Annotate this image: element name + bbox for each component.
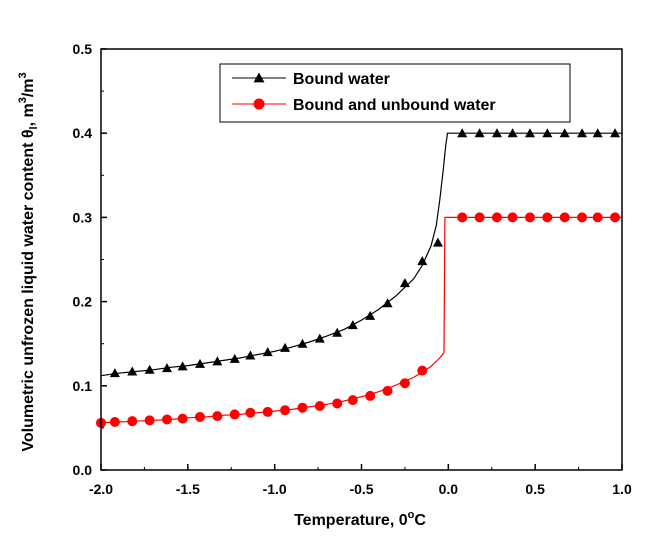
data-point-bound-water bbox=[109, 368, 120, 378]
data-point-bound-and-unbound-water bbox=[332, 398, 343, 409]
data-point-bound-and-unbound-water bbox=[559, 212, 570, 223]
data-point-bound-and-unbound-water bbox=[610, 212, 621, 223]
data-point-bound-water bbox=[194, 358, 205, 368]
series-layer bbox=[96, 128, 622, 428]
y-axis-title-sup2: 3 bbox=[17, 72, 29, 78]
y-axis-title-sep: , m bbox=[20, 103, 37, 126]
legend-marker-bound-water bbox=[253, 72, 265, 83]
data-point-bound-water bbox=[542, 128, 553, 138]
data-point-bound-and-unbound-water bbox=[229, 409, 240, 420]
x-tick-label: -1.0 bbox=[263, 481, 287, 497]
data-point-bound-and-unbound-water bbox=[592, 212, 603, 223]
y-axis-title-sup1: 3 bbox=[17, 97, 29, 103]
data-point-bound-and-unbound-water bbox=[399, 378, 410, 389]
y-tick-label: 0.1 bbox=[73, 378, 93, 394]
y-axis-ticks: 0.0 0.1 0.2 0.3 0.4 0.5 bbox=[73, 41, 107, 478]
data-point-bound-water bbox=[399, 278, 410, 288]
x-tick-label: 0.5 bbox=[525, 481, 545, 497]
data-point-bound-and-unbound-water bbox=[262, 406, 273, 417]
data-point-bound-water bbox=[491, 128, 502, 138]
legend-label-bound-unbound-water: Bound and unbound water bbox=[293, 97, 496, 114]
data-point-bound-water bbox=[524, 128, 535, 138]
data-point-bound-water bbox=[610, 128, 621, 138]
y-tick-label: 0.0 bbox=[73, 462, 93, 478]
x-axis-title-unit: C bbox=[414, 512, 426, 529]
data-point-bound-and-unbound-water bbox=[347, 395, 358, 406]
data-point-bound-water bbox=[592, 128, 603, 138]
data-point-bound-and-unbound-water bbox=[144, 415, 155, 426]
data-point-bound-and-unbound-water bbox=[212, 411, 223, 422]
data-point-bound-and-unbound-water bbox=[280, 405, 291, 416]
y-tick-label: 0.2 bbox=[73, 294, 93, 310]
legend-box bbox=[219, 63, 571, 123]
data-point-bound-and-unbound-water bbox=[524, 212, 535, 223]
plot-frame bbox=[100, 48, 623, 471]
x-tick-label: -0.5 bbox=[349, 481, 373, 497]
y-tick-label: 0.4 bbox=[73, 125, 93, 141]
data-point-bound-and-unbound-water bbox=[474, 212, 485, 223]
legend: Bound water Bound and unbound water bbox=[219, 63, 571, 123]
series-line-bound-and-unbound-water bbox=[100, 216, 622, 424]
data-point-bound-and-unbound-water bbox=[457, 212, 468, 223]
y-axis-title: Volumetric unfrozen liquid water content… bbox=[17, 72, 40, 451]
y-axis-title-main: Volumetric unfrozen liquid water content… bbox=[20, 129, 37, 451]
x-axis-title-sup: o bbox=[408, 509, 415, 521]
y-tick-label: 0.5 bbox=[73, 41, 93, 57]
data-point-bound-water bbox=[559, 128, 570, 138]
data-point-bound-water bbox=[382, 298, 393, 308]
x-tick-label: 0.0 bbox=[439, 481, 459, 497]
x-tick-label: -2.0 bbox=[89, 481, 113, 497]
data-point-bound-water bbox=[177, 361, 188, 371]
data-point-bound-water bbox=[161, 363, 172, 373]
y-tick-label: 0.3 bbox=[73, 209, 93, 225]
data-point-bound-and-unbound-water bbox=[491, 212, 502, 223]
legend-label-bound-water: Bound water bbox=[293, 71, 390, 88]
data-point-bound-water bbox=[245, 350, 256, 360]
legend-marker-bound-unbound-water bbox=[253, 98, 265, 110]
data-point-bound-and-unbound-water bbox=[314, 401, 325, 412]
data-point-bound-and-unbound-water bbox=[507, 212, 518, 223]
x-axis-ticks: -2.0 -1.5 -1.0 -0.5 0.0 0.5 1.0 bbox=[89, 464, 632, 497]
data-point-bound-and-unbound-water bbox=[161, 414, 172, 425]
data-point-bound-water bbox=[280, 342, 291, 352]
data-point-bound-and-unbound-water bbox=[245, 407, 256, 418]
data-point-bound-water bbox=[297, 338, 308, 348]
x-axis-title: Temperature, 0oC bbox=[294, 509, 426, 529]
x-axis-title-main: Temperature, 0 bbox=[294, 512, 408, 529]
data-point-bound-water bbox=[507, 128, 518, 138]
y-axis-title-slash: /m bbox=[20, 78, 37, 97]
data-point-bound-water bbox=[577, 128, 588, 138]
data-point-bound-water bbox=[432, 237, 443, 247]
data-point-bound-water bbox=[314, 333, 325, 343]
data-point-bound-and-unbound-water bbox=[365, 390, 376, 401]
data-point-bound-water bbox=[127, 366, 138, 376]
data-point-bound-water bbox=[332, 327, 343, 337]
data-point-bound-and-unbound-water bbox=[177, 413, 188, 424]
x-tick-label: -1.5 bbox=[176, 481, 200, 497]
data-point-bound-water bbox=[457, 128, 468, 138]
data-point-bound-water bbox=[262, 347, 273, 357]
data-point-bound-water bbox=[417, 256, 428, 266]
data-point-bound-water bbox=[474, 128, 485, 138]
x-tick-label: 1.0 bbox=[612, 481, 632, 497]
y-axis-title-sub: l bbox=[28, 126, 40, 129]
data-point-bound-and-unbound-water bbox=[417, 365, 428, 376]
data-point-bound-and-unbound-water bbox=[109, 417, 120, 428]
data-point-bound-and-unbound-water bbox=[194, 411, 205, 422]
series-line-bound-water bbox=[100, 132, 622, 377]
data-point-bound-water bbox=[212, 356, 223, 366]
data-point-bound-water bbox=[144, 364, 155, 374]
data-point-bound-water bbox=[365, 310, 376, 320]
data-point-bound-water bbox=[229, 353, 240, 363]
data-point-bound-and-unbound-water bbox=[297, 402, 308, 413]
data-point-bound-and-unbound-water bbox=[577, 212, 588, 223]
data-point-bound-and-unbound-water bbox=[542, 212, 553, 223]
data-point-bound-and-unbound-water bbox=[382, 385, 393, 396]
data-point-bound-and-unbound-water bbox=[127, 416, 138, 427]
data-point-bound-water bbox=[347, 320, 358, 330]
